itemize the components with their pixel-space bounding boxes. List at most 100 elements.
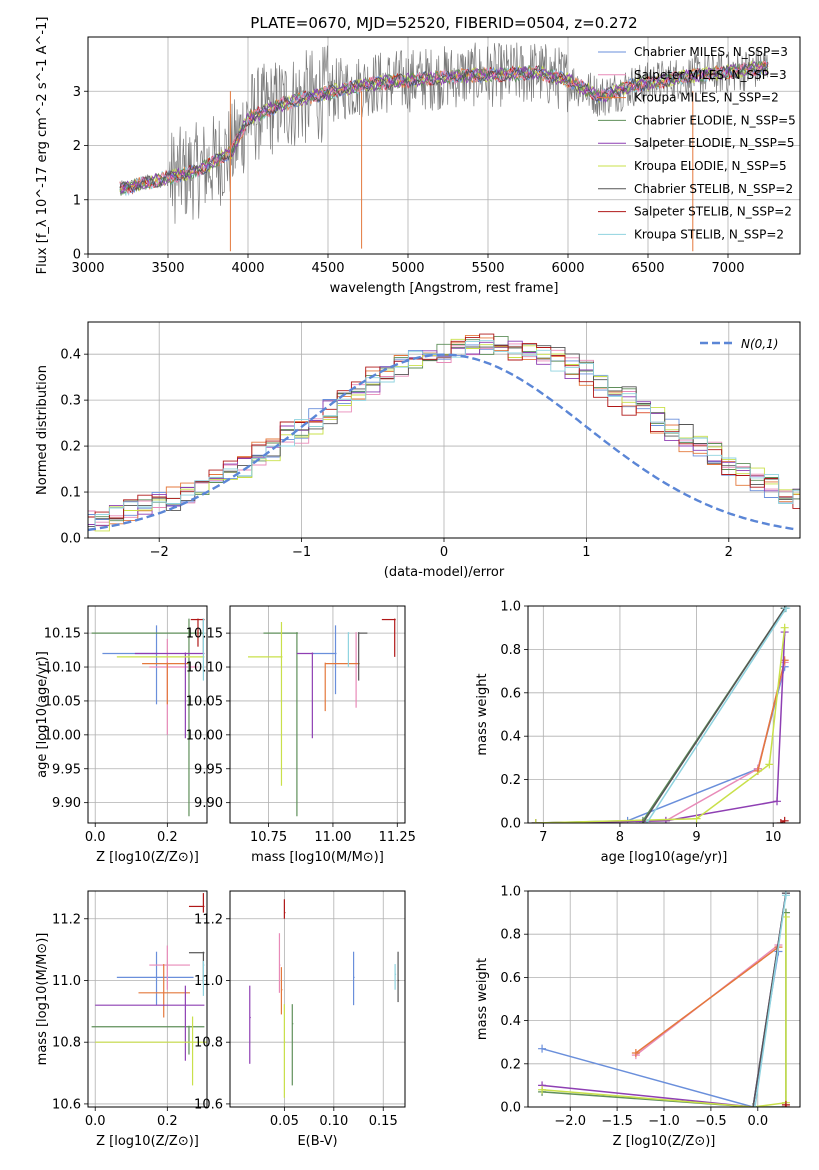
y-tick-label: 10.6 bbox=[52, 1097, 81, 1112]
y-tick-label: 10.05 bbox=[186, 694, 223, 709]
model-spectrum-line-6 bbox=[119, 62, 769, 193]
mass-weight-marker bbox=[638, 819, 647, 823]
legend-label: Salpeter ELODIE, N_SSP=5 bbox=[634, 136, 795, 150]
legend-label: Chabrier ELODIE, N_SSP=5 bbox=[634, 113, 796, 127]
mass-weight-marker bbox=[780, 656, 789, 665]
mass-weight-line-8 bbox=[646, 607, 787, 823]
legend-label: Chabrier STELIB, N_SSP=2 bbox=[634, 182, 793, 196]
axes-frame bbox=[527, 890, 801, 1108]
mass-weight-marker bbox=[781, 891, 790, 900]
mass-weight-marker bbox=[692, 814, 701, 823]
y-axis-label: mass [log10(M/M⊙)] bbox=[35, 933, 50, 1066]
plot-area bbox=[249, 899, 400, 1098]
x-tick-label: 3000 bbox=[71, 261, 104, 276]
y-tick-label: 11.0 bbox=[52, 974, 81, 989]
legend-label: Kroupa STELIB, N_SSP=2 bbox=[634, 227, 784, 241]
x-tick-label: 1 bbox=[582, 545, 590, 560]
y-tick-label: 10.8 bbox=[52, 1036, 81, 1051]
y-axis-label: Flux [f_λ 10^-17 erg cm^-2 s^-1 A^-1] bbox=[35, 17, 50, 275]
axes-frame bbox=[87, 890, 208, 1108]
y-axis-label: mass weight bbox=[475, 958, 490, 1040]
plot-area bbox=[119, 42, 769, 252]
mass-weight-marker bbox=[661, 816, 670, 823]
y-tick-label: 9.95 bbox=[194, 762, 223, 777]
y-tick-label: 10.15 bbox=[44, 627, 81, 642]
y-tick-label: 9.95 bbox=[52, 762, 81, 777]
x-axis-label: age [log10(age/yr)] bbox=[601, 850, 728, 865]
mass-weight-marker bbox=[780, 623, 789, 632]
y-tick-label: 9.90 bbox=[194, 796, 223, 811]
axes-frame bbox=[87, 605, 208, 824]
y-tick-label: 1.0 bbox=[500, 600, 521, 615]
axes-frame bbox=[87, 321, 801, 539]
y-tick-label: 10.10 bbox=[186, 661, 223, 676]
plot-area bbox=[91, 618, 205, 817]
y-tick-label: 0.4 bbox=[500, 730, 521, 745]
x-tick-label: −0.5 bbox=[695, 1114, 727, 1129]
mass-weight-marker bbox=[782, 606, 791, 613]
x-tick-label: 5500 bbox=[471, 261, 504, 276]
x-tick-label: 2 bbox=[725, 545, 733, 560]
axes-frame bbox=[229, 890, 406, 1108]
y-axis-label: Normed distribution bbox=[35, 365, 50, 495]
plot-area bbox=[538, 891, 790, 1107]
x-tick-label: 7000 bbox=[711, 261, 744, 276]
x-tick-label: −2 bbox=[150, 545, 169, 560]
x-tick-label: 6000 bbox=[551, 261, 584, 276]
x-tick-label: 0.10 bbox=[319, 1114, 348, 1129]
normal-curve-line bbox=[88, 353, 798, 532]
x-tick-label: −1.5 bbox=[601, 1114, 633, 1129]
y-tick-label: 0.3 bbox=[60, 394, 81, 409]
y-tick-label: 0.4 bbox=[60, 348, 81, 363]
mass-weight-line-2 bbox=[635, 946, 779, 1054]
x-tick-label: 0.2 bbox=[157, 830, 178, 845]
y-tick-label: 10.8 bbox=[194, 1036, 223, 1051]
legend-label: Kroupa ELODIE, N_SSP=5 bbox=[634, 159, 787, 173]
mass-weight-marker bbox=[642, 819, 651, 823]
y-tick-label: 0.8 bbox=[500, 928, 521, 943]
x-tick-label: 0.05 bbox=[270, 1114, 299, 1129]
mass-weight-line-5 bbox=[542, 916, 787, 1107]
x-tick-label: 11.25 bbox=[379, 830, 416, 845]
legend-label: Salpeter STELIB, N_SSP=2 bbox=[634, 205, 792, 219]
y-tick-label: 0.2 bbox=[500, 1057, 521, 1072]
y-tick-label: 9.90 bbox=[52, 796, 81, 811]
x-tick-label: 10.75 bbox=[250, 830, 287, 845]
chart-mass-vs-EBV: 0.05 0.10 0.15 10.6 10.8 11.0 11.2 E(B-V) bbox=[194, 890, 406, 1149]
x-tick-label: 0.0 bbox=[85, 1114, 106, 1129]
mass-weight-line-6 bbox=[642, 607, 786, 823]
y-tick-label: 10.00 bbox=[186, 728, 223, 743]
mass-weight-line-0 bbox=[535, 666, 786, 823]
y-tick-label: 1.0 bbox=[500, 885, 521, 900]
x-axis-label: E(B-V) bbox=[297, 1134, 337, 1149]
x-tick-label: 0.0 bbox=[747, 1114, 768, 1129]
y-tick-label: 10.00 bbox=[44, 728, 81, 743]
x-axis-label: mass [log10(M/M⊙)] bbox=[251, 850, 384, 865]
axes-frame bbox=[87, 36, 801, 255]
y-tick-label: 11.2 bbox=[52, 912, 81, 927]
mass-weight-marker bbox=[631, 1049, 640, 1057]
y-tick-label: 11.2 bbox=[194, 912, 223, 927]
mass-weight-line-0 bbox=[541, 951, 780, 1107]
x-tick-label: 5000 bbox=[391, 261, 424, 276]
mass-weight-line-3 bbox=[535, 607, 786, 823]
y-tick-label: 11.0 bbox=[194, 974, 223, 989]
x-tick-label: 9 bbox=[692, 830, 700, 845]
y-tick-label: 10.6 bbox=[194, 1097, 223, 1112]
x-tick-label: −1 bbox=[292, 545, 311, 560]
x-tick-label: 3500 bbox=[151, 261, 184, 276]
y-tick-label: 10.15 bbox=[186, 627, 223, 642]
chart-age-vs-Z: 0.0 0.2 9.90 9.95 10.00 10.05 10.10 10.15 Z [log… bbox=[35, 605, 208, 865]
x-tick-label: 4000 bbox=[231, 261, 264, 276]
mass-weight-line-5 bbox=[535, 627, 786, 823]
mass-weight-marker bbox=[538, 1085, 547, 1094]
y-axis-label: age [log10(age/yr)] bbox=[35, 651, 50, 778]
axes-frame bbox=[527, 605, 801, 824]
y-tick-label: 0.2 bbox=[500, 773, 521, 788]
x-tick-label: 6500 bbox=[631, 261, 664, 276]
y-axis-label: mass weight bbox=[475, 673, 490, 755]
x-tick-label: 0.2 bbox=[157, 1114, 178, 1129]
plot-area bbox=[88, 333, 800, 532]
x-tick-label: 10 bbox=[765, 830, 782, 845]
